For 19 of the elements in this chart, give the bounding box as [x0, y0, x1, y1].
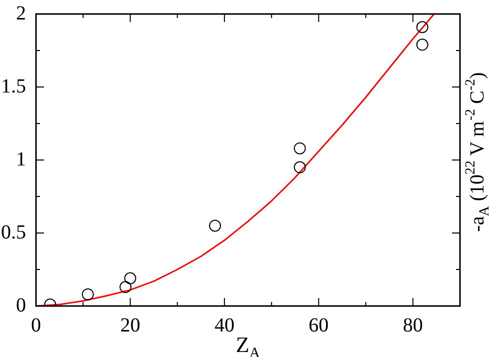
point: [294, 161, 306, 174]
point: [294, 142, 306, 154]
point: [416, 38, 428, 51]
point: [416, 21, 428, 34]
x-tick-label: 40: [214, 314, 234, 336]
point: [124, 272, 136, 284]
y-tick-label: 0.5: [1, 221, 26, 244]
y-tick-label: 0: [16, 294, 26, 316]
x-tick-label: 20: [120, 314, 140, 336]
point: [82, 288, 94, 300]
y-tick-label: 1: [16, 148, 26, 170]
point: [209, 220, 222, 232]
y-tick-label: 1.5: [1, 75, 26, 98]
x-tick-label: 60: [308, 314, 329, 336]
text: -aA (1022 V m-2 C-2): [464, 72, 493, 232]
y-tick-label: 2: [16, 2, 26, 24]
x-tick-label: 0: [31, 314, 41, 336]
point: [120, 281, 132, 294]
x-tick-label: 80: [402, 314, 423, 336]
